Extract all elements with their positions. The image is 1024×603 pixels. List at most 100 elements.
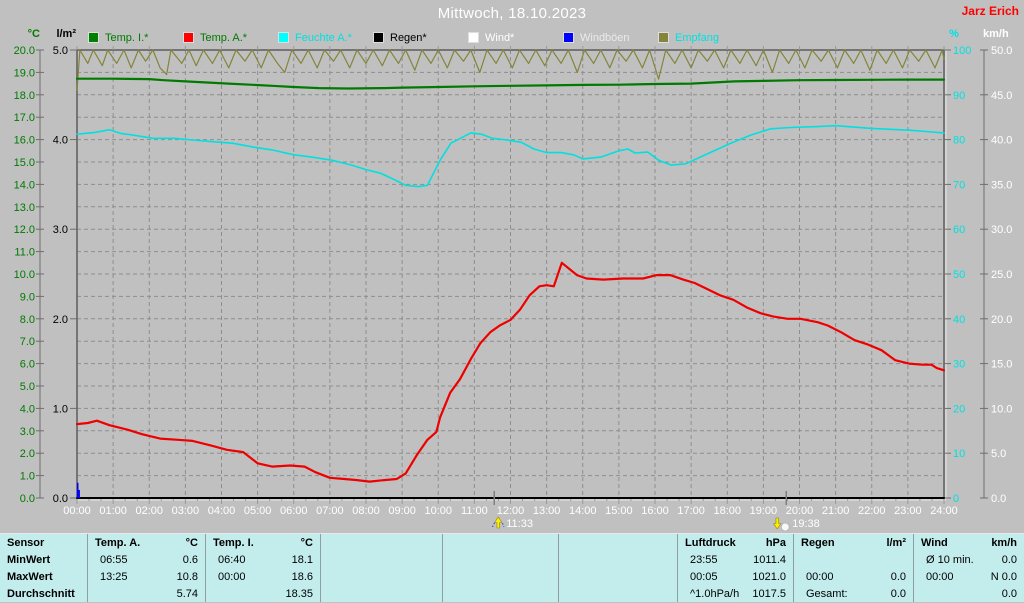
legend-swatch-icon: [373, 32, 384, 43]
weather-chart: 20.0 19.0 18.0 17.0 16.0 15.0 14.0 13.0 12.0 11.0…: [14, 45, 1012, 532]
value-time: [566, 586, 571, 603]
value-number: 18.35: [285, 588, 313, 600]
axis-tick-label: 0: [953, 493, 959, 505]
left-axis-unit-liters: l/m²: [56, 28, 76, 40]
value-number: 1017.5: [752, 588, 786, 600]
x-axis-label: 19:00: [750, 505, 778, 517]
value-number: 0.6: [182, 554, 198, 566]
value-time: 00:00: [218, 571, 246, 583]
table-value-row: Ø 10 min. 0.0: [914, 552, 1024, 569]
series-windböen-bar: [76, 482, 79, 498]
station-owner-name: Jarz Erich: [961, 4, 1019, 18]
legend-label: Empfang: [675, 31, 720, 44]
rise-arrow-icon: [494, 516, 503, 529]
table-value-row: 00:05 1021.0: [678, 569, 793, 586]
axis-tick-label: 6.0: [20, 359, 35, 371]
table-column-luftdruck: Luftdruck hPa 23:55 1011.4 00:05 1021.0 ^1.0hP…: [678, 534, 794, 602]
axis-tick-label: 0.0: [991, 493, 1006, 505]
right-axis-unit-kmh: km/h: [983, 28, 1009, 40]
table-value-row: 06:55 0.6: [88, 552, 205, 569]
x-axis-label: 20:00: [786, 505, 814, 517]
axis-tick-label: 2.0: [20, 448, 35, 460]
axis-tick-label: 3.0: [53, 224, 68, 236]
axis-tick-label: 19.0: [14, 67, 35, 79]
axis-tick-label: 4.0: [20, 403, 35, 415]
axis-tick-label: 5.0: [20, 381, 35, 393]
value-time: [566, 552, 571, 569]
axis-tick-label: 0.0: [53, 493, 68, 505]
table-value-row: [794, 552, 913, 569]
x-axis-label: 03:00: [172, 505, 200, 517]
legend-label: Temp. A.*: [200, 31, 248, 44]
left-axis-unit-celsius: °C: [27, 28, 40, 40]
table-value-row: [559, 552, 677, 569]
series-empfang-line: [76, 49, 945, 91]
table-column-tempa: Temp. A. °C 06:55 0.6 13:25 10.8 5.74: [88, 534, 206, 602]
axis-rain-lm2: 5.0 4.0 3.0 2.0 1.0 0.0: [53, 45, 77, 505]
value-number: 0.0: [1001, 588, 1017, 600]
moon-icon: [780, 522, 790, 532]
legend-swatch-icon: [88, 32, 99, 43]
value-time: 06:40: [218, 554, 246, 566]
x-axis-label: 10:00: [424, 505, 452, 517]
axis-tick-label: 40.0: [991, 135, 1012, 147]
legend-label: Feuchte A.*: [295, 31, 352, 44]
page-title: Mittwoch, 18.10.2023: [437, 5, 587, 22]
axis-tick-label: 5.0: [53, 45, 68, 57]
sensor-unit: °C: [300, 537, 313, 549]
axis-tick-label: 1.0: [53, 403, 68, 415]
table-value-row: 18.35: [206, 586, 320, 603]
legend-item-regen: Regen*: [373, 31, 427, 44]
axis-tick-label: 2.0: [53, 314, 68, 326]
value-time: Gesamt:: [806, 588, 848, 600]
table-column-header: Temp. A. °C: [88, 535, 205, 552]
legend-swatch-icon: [658, 32, 669, 43]
x-axis-label: 14:00: [569, 505, 597, 517]
axis-tick-label: 9.0: [20, 291, 35, 303]
axis-tick-label: 100: [953, 45, 971, 57]
axis-tick-label: 50: [953, 269, 965, 281]
axis-tick-label: 90: [953, 90, 965, 102]
legend-item-windböen: Windböen: [563, 31, 630, 44]
axis-tick-label: 40: [953, 314, 965, 326]
legend-item-feuchtea: Feuchte A.*: [278, 31, 352, 44]
x-axis-label: 05:00: [244, 505, 272, 517]
sensor-name: Regen: [801, 537, 835, 549]
value-number: 18.6: [291, 571, 313, 583]
grid-lines: [77, 50, 944, 498]
axis-tick-label: 0.0: [20, 493, 35, 505]
value-number: 1021.0: [752, 571, 786, 583]
table-value-row: 5.74: [88, 586, 205, 603]
axis-tick-label: 8.0: [20, 314, 35, 326]
table-value-row: [321, 569, 442, 586]
value-number: 0.0: [890, 588, 906, 600]
value-number: 10.8: [176, 571, 198, 583]
table-column-tempi: Temp. I. °C 06:40 18.1 00:00 18.6 18.35: [206, 534, 321, 602]
value-time: 00:00: [806, 571, 834, 583]
table-column-header: Temp. I. °C: [206, 535, 320, 552]
legend-swatch-icon: [278, 32, 289, 43]
value-time: [450, 586, 455, 603]
axis-tick-label: 16.0: [14, 135, 35, 147]
table-column-header: Wind km/h: [914, 535, 1024, 552]
x-axis-label: 18:00: [713, 505, 741, 517]
legend-item-tempa: Temp. A.*: [183, 31, 247, 44]
value-number: 1011.4: [753, 554, 786, 566]
value-time: [566, 569, 571, 586]
sensor-name: Wind: [921, 537, 948, 549]
axis-tick-label: 18.0: [14, 90, 35, 102]
value-time: [921, 586, 926, 603]
table-row-label: MaxWert: [7, 571, 53, 583]
legend-item-empfang: Empfang: [658, 31, 719, 44]
legend-label: Regen*: [390, 31, 427, 44]
axis-tick-label: 14.0: [14, 179, 35, 191]
table-value-row: 13:25 10.8: [88, 569, 205, 586]
moonrise-marker: 11:33: [492, 491, 533, 530]
table-column-empty: [321, 534, 443, 602]
axis-tick-label: 13.0: [14, 202, 35, 214]
x-axis-label: 01:00: [99, 505, 127, 517]
axis-tick-label: 15.0: [991, 359, 1012, 371]
table-row-label: MinWert: [7, 554, 51, 566]
value-time: 06:55: [100, 554, 128, 566]
